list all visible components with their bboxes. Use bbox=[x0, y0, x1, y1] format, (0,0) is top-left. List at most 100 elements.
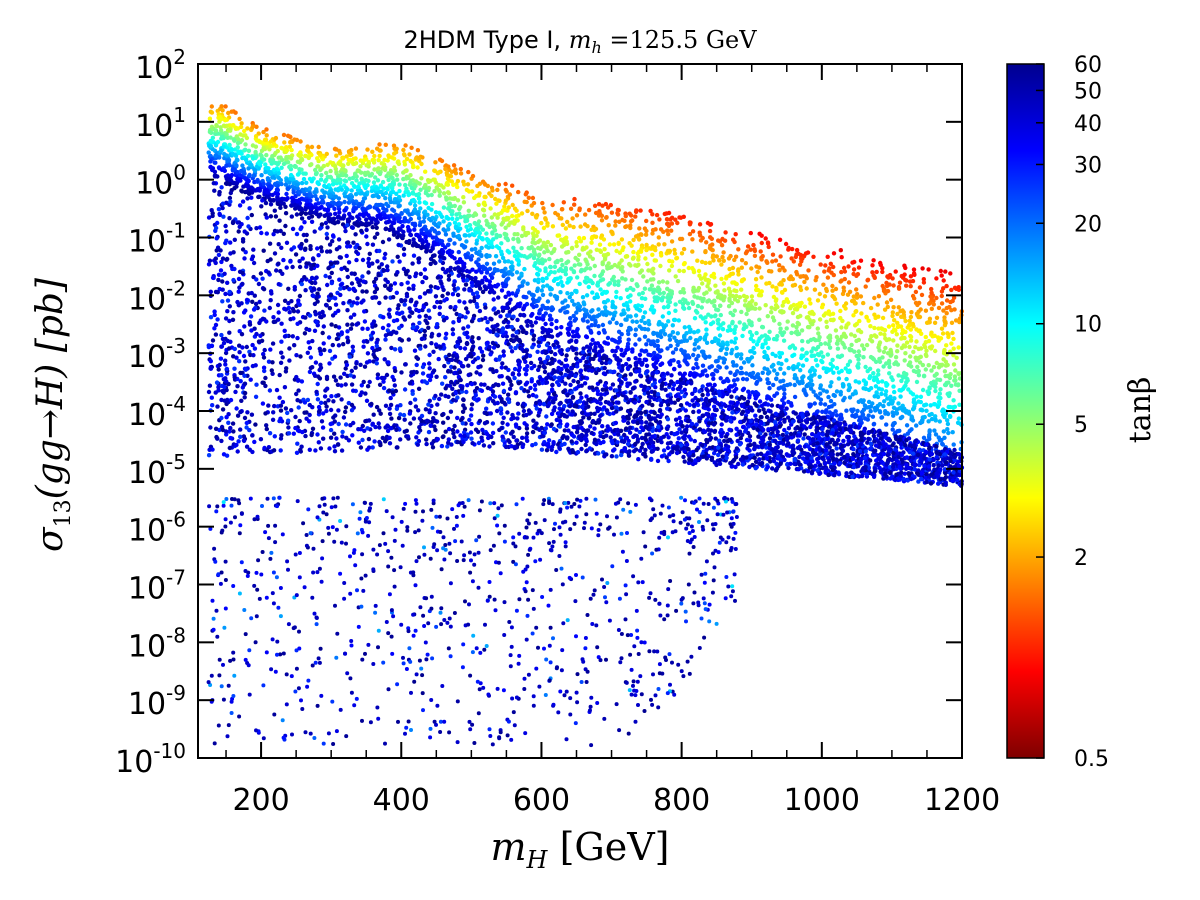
scatter-point bbox=[804, 383, 809, 389]
scatter-point bbox=[682, 325, 687, 330]
scatter-point bbox=[919, 418, 925, 423]
scatter-point bbox=[766, 244, 771, 250]
scatter-point bbox=[605, 298, 611, 303]
scatter-point bbox=[907, 360, 913, 365]
scatter-point bbox=[481, 201, 486, 206]
scatter-point bbox=[942, 319, 948, 325]
scatter-point bbox=[766, 336, 772, 341]
scatter-point bbox=[559, 237, 564, 242]
scatter-point bbox=[694, 357, 699, 362]
scatter-point bbox=[758, 377, 763, 382]
scatter-point bbox=[585, 319, 590, 324]
scatter-point bbox=[466, 189, 472, 194]
scatter-point bbox=[871, 258, 876, 263]
scatter-point bbox=[752, 248, 758, 254]
scatter-point bbox=[685, 301, 691, 306]
scatter-point bbox=[834, 413, 840, 418]
scatter-point bbox=[242, 256, 247, 261]
scatter-point bbox=[707, 245, 713, 251]
scatter-point bbox=[954, 355, 959, 360]
scatter-point bbox=[563, 226, 569, 231]
scatter-point bbox=[739, 279, 745, 284]
scatter-point bbox=[383, 142, 388, 147]
scatter-point bbox=[881, 403, 886, 409]
scatter-point bbox=[347, 150, 353, 155]
scatter-point bbox=[467, 233, 472, 238]
scatter-point bbox=[909, 364, 914, 369]
scatter-point bbox=[605, 341, 611, 346]
scatter-point bbox=[539, 257, 545, 262]
scatter-point bbox=[571, 378, 576, 384]
scatter-point bbox=[345, 308, 350, 313]
scatter-point bbox=[891, 283, 896, 288]
scatter-point bbox=[655, 338, 660, 344]
scatter-point bbox=[868, 409, 873, 414]
scatter-point bbox=[290, 264, 295, 270]
scatter-point bbox=[652, 331, 657, 336]
scatter-point bbox=[887, 371, 892, 376]
scatter-point bbox=[949, 320, 955, 325]
scatter-point bbox=[790, 323, 796, 328]
scatter-point bbox=[613, 223, 618, 228]
scatter-point bbox=[454, 212, 459, 217]
scatter-point bbox=[864, 315, 869, 320]
scatter-point bbox=[691, 352, 696, 358]
scatter-point bbox=[350, 322, 355, 327]
scatter-point bbox=[790, 353, 795, 359]
scatter-point bbox=[913, 289, 919, 295]
scatter-point bbox=[779, 290, 785, 295]
scatter-point bbox=[465, 274, 471, 279]
scatter-point bbox=[550, 202, 555, 208]
scatter-point bbox=[588, 424, 593, 429]
scatter-point bbox=[555, 259, 560, 265]
scatter-point bbox=[576, 262, 581, 267]
scatter-point bbox=[790, 283, 796, 288]
scatter-point bbox=[807, 310, 812, 315]
scatter-point bbox=[511, 245, 516, 250]
scatter-point bbox=[611, 274, 616, 280]
scatter-point bbox=[337, 210, 342, 215]
scatter-point bbox=[792, 382, 797, 388]
scatter-point bbox=[422, 200, 427, 205]
scatter-point bbox=[276, 175, 282, 181]
scatter-point bbox=[407, 228, 412, 233]
scatter-point bbox=[510, 202, 515, 208]
scatter-point bbox=[530, 311, 535, 317]
scatter-point bbox=[535, 266, 540, 271]
scatter-point bbox=[450, 209, 455, 214]
scatter-point bbox=[484, 244, 489, 249]
scatter-point bbox=[838, 248, 843, 253]
scatter-point bbox=[651, 246, 656, 251]
scatter-point bbox=[258, 271, 264, 276]
scatter-point bbox=[219, 332, 224, 338]
scatter-point bbox=[252, 168, 258, 173]
scatter-point bbox=[633, 327, 639, 332]
scatter-point bbox=[826, 394, 831, 400]
scatter-point bbox=[754, 373, 759, 379]
scatter-point bbox=[675, 220, 680, 226]
scatter-point bbox=[624, 254, 629, 259]
scatter-point bbox=[891, 384, 896, 389]
scatter-point bbox=[521, 294, 526, 299]
scatter-point bbox=[243, 157, 249, 163]
scatter-point bbox=[678, 215, 684, 220]
scatter-point bbox=[504, 277, 509, 283]
chart-title: 2HDM Type I, mh =125.5 GeV bbox=[403, 26, 757, 57]
scatter-point bbox=[256, 160, 262, 165]
scatter-point bbox=[619, 258, 624, 263]
scatter-point bbox=[437, 193, 442, 198]
scatter-point bbox=[441, 205, 447, 210]
scatter-point bbox=[818, 397, 824, 402]
scatter-point bbox=[698, 373, 703, 378]
scatter-point bbox=[589, 227, 594, 232]
scatter-point bbox=[248, 162, 253, 168]
scatter-point bbox=[536, 239, 541, 245]
scatter-point bbox=[915, 364, 920, 370]
scatter-point bbox=[644, 242, 649, 248]
scatter-point bbox=[875, 302, 880, 307]
scatter-point bbox=[780, 398, 785, 403]
scatter-point bbox=[553, 210, 558, 216]
scatter-point bbox=[944, 343, 949, 348]
scatter-point bbox=[856, 349, 861, 354]
scatter-point bbox=[737, 295, 743, 300]
